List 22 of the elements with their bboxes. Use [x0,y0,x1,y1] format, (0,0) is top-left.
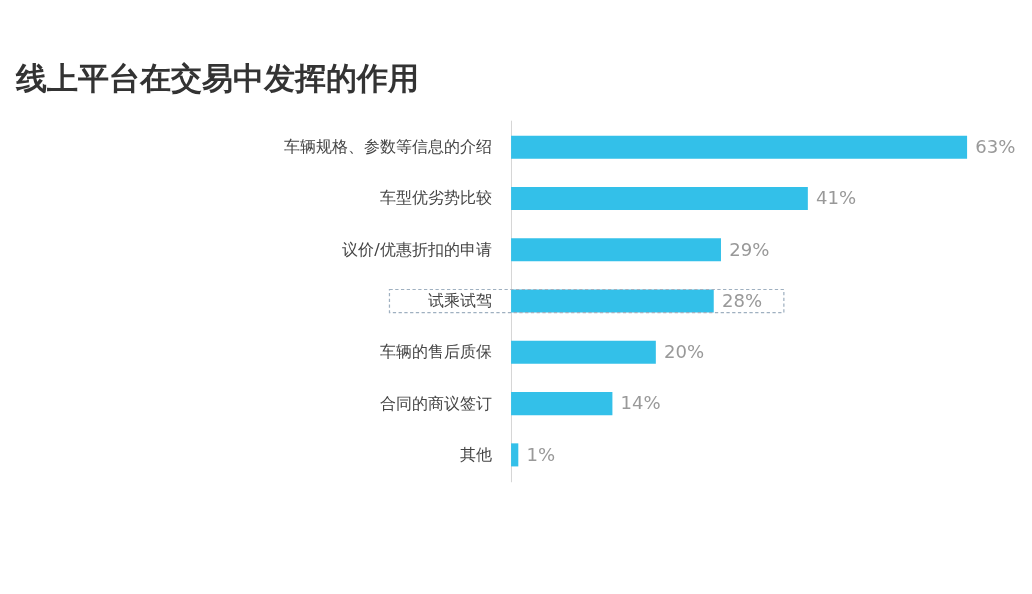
bar [511,238,721,262]
y-tick-label: 试乘试驾 [427,290,492,310]
y-tick-label: 其他 [459,444,492,464]
bar [511,392,613,416]
y-tick-label: 合同的商议签订 [379,393,492,413]
data-label: 41% [816,187,857,209]
data-label: 20% [664,341,705,363]
y-tick-label: 车辆规格、参数等信息的介绍 [283,137,492,157]
data-label: 1% [526,443,556,465]
bar [511,340,656,364]
data-label: 14% [620,392,661,414]
text: 线上平台在交易中发挥的作用 [15,60,420,97]
data-label: 29% [729,238,770,260]
y-tick-label: 议价/优惠折扣的申请 [342,239,492,259]
bar [511,186,808,211]
y-tick-label: 车辆的售后质保 [379,342,492,362]
data-label: 28% [721,289,763,311]
bar [511,443,519,467]
y-tick-label: 车型优劣势比较 [379,188,492,208]
data-label: 63% [975,135,1016,157]
bar [511,135,968,159]
bar [511,289,714,313]
